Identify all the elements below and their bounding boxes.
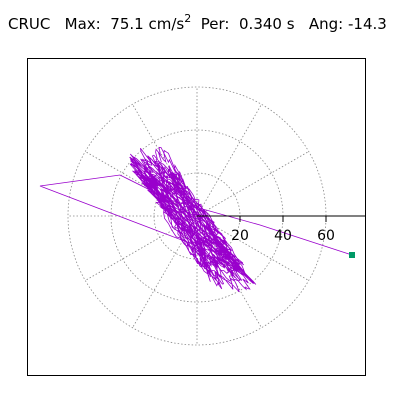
- grid-spoke: [196, 104, 262, 217]
- plot-header: CRUC Max: 75.1 cm/s2 Per: 0.340 s Ang: -…: [8, 12, 387, 36]
- angle-label: Ang:: [308, 15, 344, 33]
- radial-axis: 20 40 60: [197, 215, 366, 244]
- axis-tick-label: 40: [274, 228, 292, 244]
- max-value: 75.1: [110, 15, 144, 33]
- plot-frame: [27, 58, 366, 376]
- axis-tick-label: 20: [231, 228, 249, 244]
- max-unit: cm/s: [148, 15, 185, 33]
- angle-value: -14.3: [347, 15, 387, 33]
- station-code: CRUC: [8, 15, 51, 33]
- grid-spoke: [85, 215, 198, 281]
- grid-spoke: [85, 151, 198, 217]
- period-label: Per:: [200, 15, 230, 33]
- period-value: 0.340 s: [239, 15, 295, 33]
- max-label: Max:: [64, 15, 101, 33]
- grid-spoke: [196, 151, 309, 217]
- end-marker: [349, 252, 355, 258]
- axis-tick-label: 60: [317, 228, 335, 244]
- particle-motion-trace: [39, 146, 353, 293]
- max-unit-exponent: 2: [184, 12, 192, 25]
